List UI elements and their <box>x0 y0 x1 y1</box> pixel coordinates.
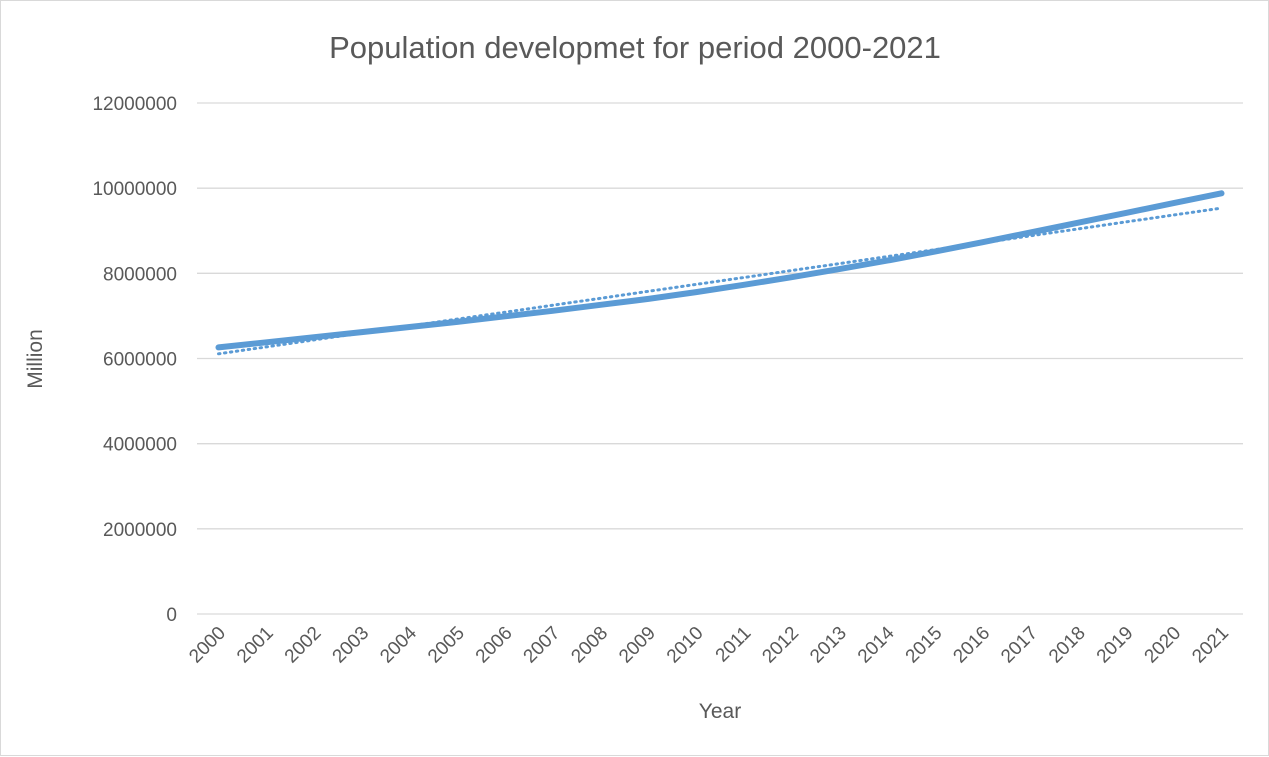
x-tick-label: 2021 <box>1188 623 1233 668</box>
trendline <box>217 206 1223 356</box>
x-tick-label: 2020 <box>1141 623 1186 668</box>
x-axis-title: Year <box>699 700 741 723</box>
series-line <box>215 190 1225 351</box>
y-tick-label: 4000000 <box>103 435 177 456</box>
y-tick-label: 0 <box>166 605 177 626</box>
x-tick-label: 2010 <box>663 623 708 668</box>
x-tick-label: 2019 <box>1093 623 1138 668</box>
y-tick-label: 6000000 <box>103 350 177 371</box>
x-tick-label: 2002 <box>281 623 326 668</box>
x-tick-label: 2008 <box>567 623 612 668</box>
x-tick-label: 2015 <box>902 623 947 668</box>
gridlines <box>197 102 1243 615</box>
x-tick-label: 2001 <box>233 623 278 668</box>
x-tick-label: 2016 <box>949 623 994 668</box>
y-tick-label: 10000000 <box>92 179 177 200</box>
x-tick-label: 2003 <box>329 623 374 668</box>
chart-title: Population developmet for period 2000-20… <box>329 30 941 65</box>
x-tick-label: 2018 <box>1045 623 1090 668</box>
x-tick-label: 2004 <box>376 622 421 667</box>
x-tick-label: 2017 <box>997 623 1042 668</box>
x-tick-label: 2009 <box>615 623 660 668</box>
x-tick-label: 2013 <box>806 623 851 668</box>
y-tick-label: 8000000 <box>103 264 177 285</box>
x-tick-label: 2006 <box>472 623 517 668</box>
y-axis-tick-labels: 0 2000000 4000000 6000000 8000000 10000000 120… <box>92 94 177 626</box>
series-layer <box>215 190 1225 356</box>
x-tick-label: 2000 <box>185 623 230 668</box>
y-tick-label: 12000000 <box>92 94 177 115</box>
x-tick-label: 2012 <box>758 623 803 668</box>
x-tick-label: 2011 <box>712 623 756 667</box>
y-axis-title: Million <box>24 329 47 389</box>
x-axis-tick-labels: 2000 2001 2002 2003 2004 2005 2006 2007 2008 2009… <box>185 622 1233 667</box>
x-tick-label: 2014 <box>854 622 899 667</box>
y-tick-label: 2000000 <box>103 520 177 541</box>
x-tick-label: 2005 <box>424 623 469 668</box>
x-tick-label: 2007 <box>520 623 565 668</box>
